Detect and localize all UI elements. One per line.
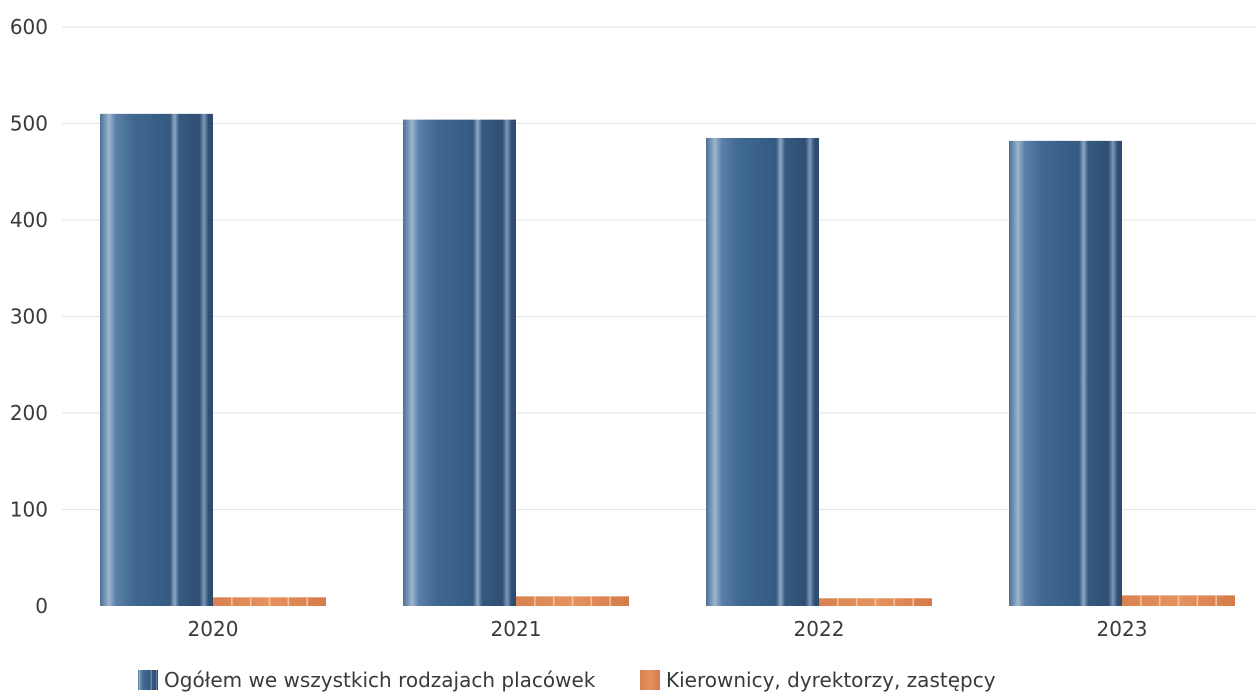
bar-total-2020 [100,113,213,606]
x-tick-label: 2023 [1097,617,1148,641]
bar-total-2022 [706,137,819,606]
legend-item: Ogółem we wszystkich rodzajach placówek [138,668,596,692]
legend-label: Kierownicy, dyrektorzy, zastępcy [666,668,996,692]
legend-item: Kierownicy, dyrektorzy, zastępcy [640,668,996,692]
legend-label: Ogółem we wszystkich rodzajach placówek [164,668,596,692]
bar-total-2021 [403,119,516,606]
bars [100,113,1235,606]
x-axis: 2020 2021 2022 2023 [188,617,1148,641]
bar-total-2023 [1009,140,1122,606]
legend-swatch [138,670,158,690]
y-tick-label: 500 [10,112,48,136]
x-tick-label: 2022 [794,617,845,641]
y-axis: 0 100 200 300 400 500 600 [10,15,48,618]
y-tick-label: 100 [10,498,48,522]
legend-swatch [640,670,660,690]
y-tick-label: 400 [10,208,48,232]
x-tick-label: 2020 [188,617,239,641]
y-tick-label: 0 [35,594,48,618]
x-tick-label: 2021 [491,617,542,641]
y-tick-label: 300 [10,305,48,329]
y-tick-label: 200 [10,401,48,425]
y-tick-label: 600 [10,15,48,39]
legend: Ogółem we wszystkich rodzajach placówek K… [138,668,996,692]
